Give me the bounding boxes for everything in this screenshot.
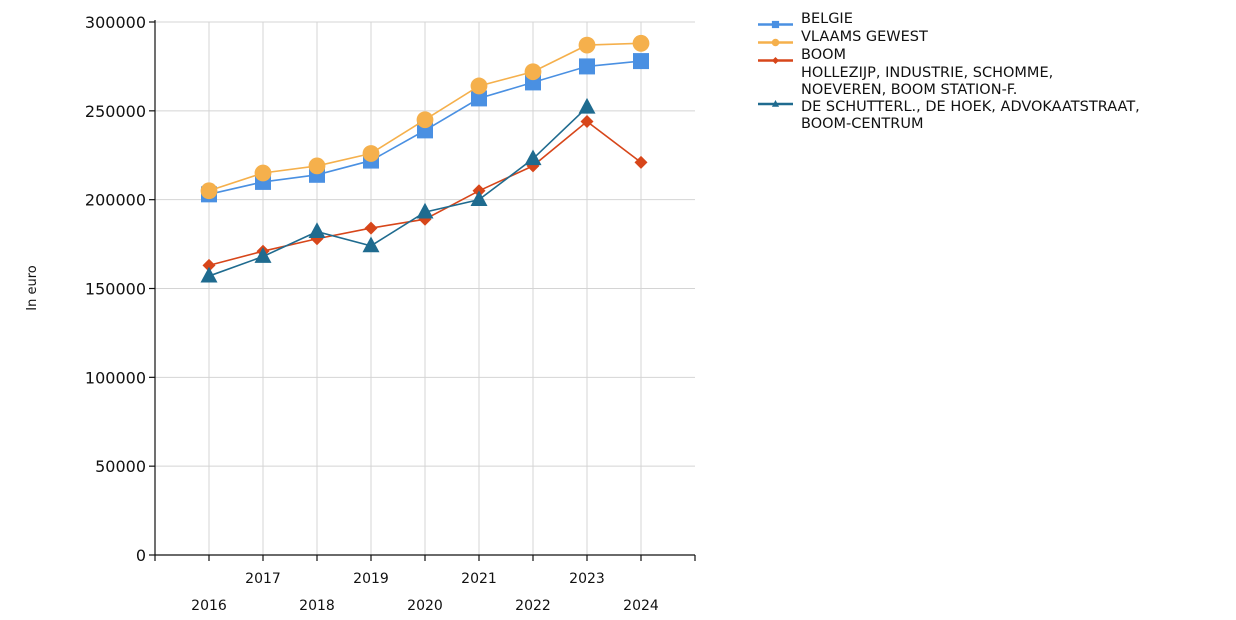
data-point <box>200 182 218 200</box>
data-point <box>308 222 326 239</box>
legend-label: BOOM <box>801 47 846 63</box>
series-3 <box>202 114 648 272</box>
y-tick-label: 0 <box>136 546 146 565</box>
x-tick-label: 2018 <box>299 598 335 614</box>
y-axis-label: In euro <box>25 265 40 311</box>
series-line <box>208 106 588 277</box>
legend-marker <box>772 57 779 64</box>
data-point <box>471 90 487 107</box>
data-point <box>470 190 488 207</box>
x-tick-label: 2022 <box>515 598 551 614</box>
y-tick-label: 150000 <box>85 280 146 299</box>
y-tick-labels: 0 50000 100000 150000 200000 250000 300000 <box>85 13 146 565</box>
data-point <box>578 97 596 114</box>
legend-item-2: VLAAMS GEWEST <box>758 29 928 47</box>
y-tick-label: 200000 <box>85 191 146 210</box>
data-point <box>416 111 434 129</box>
series-group <box>200 34 650 283</box>
data-point <box>254 164 272 182</box>
legend-label: BELGIE <box>801 11 853 27</box>
data-point <box>470 77 488 95</box>
y-tick-label: 50000 <box>95 457 146 476</box>
data-point <box>632 34 650 52</box>
gridlines <box>155 21 695 556</box>
data-point <box>634 155 648 169</box>
data-point <box>579 58 595 75</box>
legend-label: NOEVEREN, BOOM STATION-F. <box>801 82 1017 98</box>
y-tick-label: 100000 <box>85 368 146 387</box>
series-4 <box>200 97 596 283</box>
x-tick-label: 2024 <box>623 598 659 614</box>
data-point <box>362 236 380 253</box>
data-point <box>633 53 649 70</box>
legend-label: HOLLEZIJP, INDUSTRIE, SCHOMME, <box>801 65 1053 81</box>
legend-label: BOOM-CENTRUM <box>801 116 923 132</box>
legend-item-4: HOLLEZIJP, INDUSTRIE, SCHOMME,NOEVEREN, … <box>758 65 1140 132</box>
axes <box>149 20 696 561</box>
data-point <box>200 266 218 283</box>
legend-marker <box>771 38 780 47</box>
data-point <box>524 149 542 166</box>
data-point <box>254 247 272 263</box>
y-tick-label: 300000 <box>85 13 146 32</box>
x-tick-label: 2019 <box>353 571 389 587</box>
x-tick-label: 2021 <box>461 571 497 587</box>
y-tick-label: 250000 <box>85 102 146 121</box>
legend-label: VLAAMS GEWEST <box>801 29 928 45</box>
legend-marker <box>771 100 780 107</box>
legend-item-3: BOOM <box>758 47 846 64</box>
x-tick-labels: 2016 2017 2018 2019 2020 2021 2022 2023 2024 <box>191 571 659 614</box>
data-point <box>202 258 216 272</box>
data-point <box>524 63 542 81</box>
legend-item-1: BELGIE <box>758 11 853 29</box>
x-tick-label: 2020 <box>407 598 443 614</box>
data-point <box>308 157 326 175</box>
data-point <box>364 221 378 235</box>
x-tick-label: 2016 <box>191 598 227 614</box>
data-point <box>580 114 594 128</box>
data-point <box>362 145 380 162</box>
data-point <box>416 202 434 219</box>
legend: BELGIE VLAAMS GEWEST BOOM HOLLEZIJP, INDUST… <box>758 11 1140 132</box>
series-2 <box>200 34 650 200</box>
legend-label: DE SCHUTTERL., DE HOEK, ADVOKAATSTRAAT, <box>801 99 1140 115</box>
data-point <box>578 36 596 54</box>
x-tick-label: 2023 <box>569 571 605 587</box>
x-tick-label: 2017 <box>245 571 281 587</box>
legend-marker <box>771 20 780 29</box>
